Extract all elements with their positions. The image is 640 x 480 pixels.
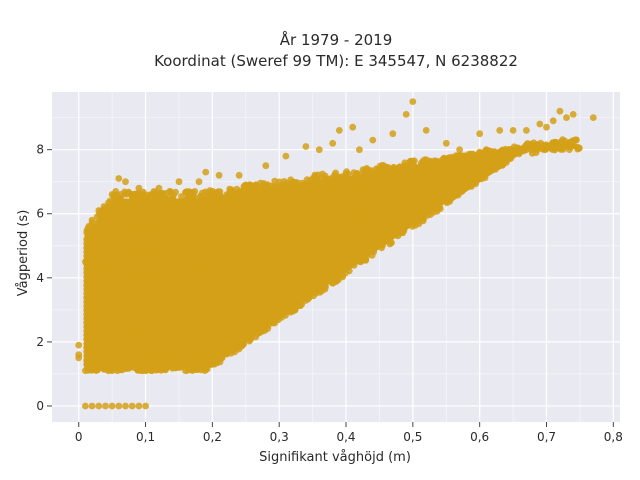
- data-points: [75, 98, 597, 410]
- chart-subtitle: Koordinat (Sweref 99 TM): E 345547, N 62…: [154, 52, 518, 70]
- chart-title: År 1979 - 2019: [280, 30, 393, 49]
